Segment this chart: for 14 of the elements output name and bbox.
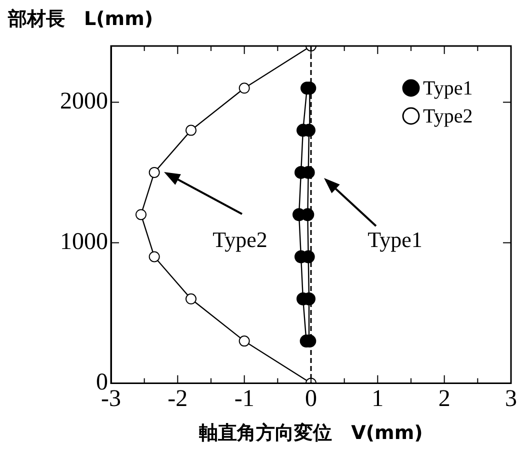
x-tick-label: -2 <box>168 386 188 412</box>
y-axis-title: 部材長 L(mm) <box>7 8 154 30</box>
x-tick-label: -1 <box>234 386 254 412</box>
x-tick-label: 3 <box>505 386 517 412</box>
x-tick-label: 0 <box>305 386 317 412</box>
x-tick-label: 2 <box>438 386 450 412</box>
y-tick-label: 1000 <box>60 228 108 255</box>
y-tick-label: 2000 <box>60 88 108 114</box>
legend-label: Type1 <box>423 77 473 100</box>
x-axis-title: 軸直角方向変位 V(mm) <box>199 422 423 444</box>
annotation: Type1 <box>368 227 422 253</box>
x-tick-label: 1 <box>372 386 384 412</box>
annotation: Type2 <box>212 227 268 253</box>
legend-label: Type2 <box>423 105 473 128</box>
